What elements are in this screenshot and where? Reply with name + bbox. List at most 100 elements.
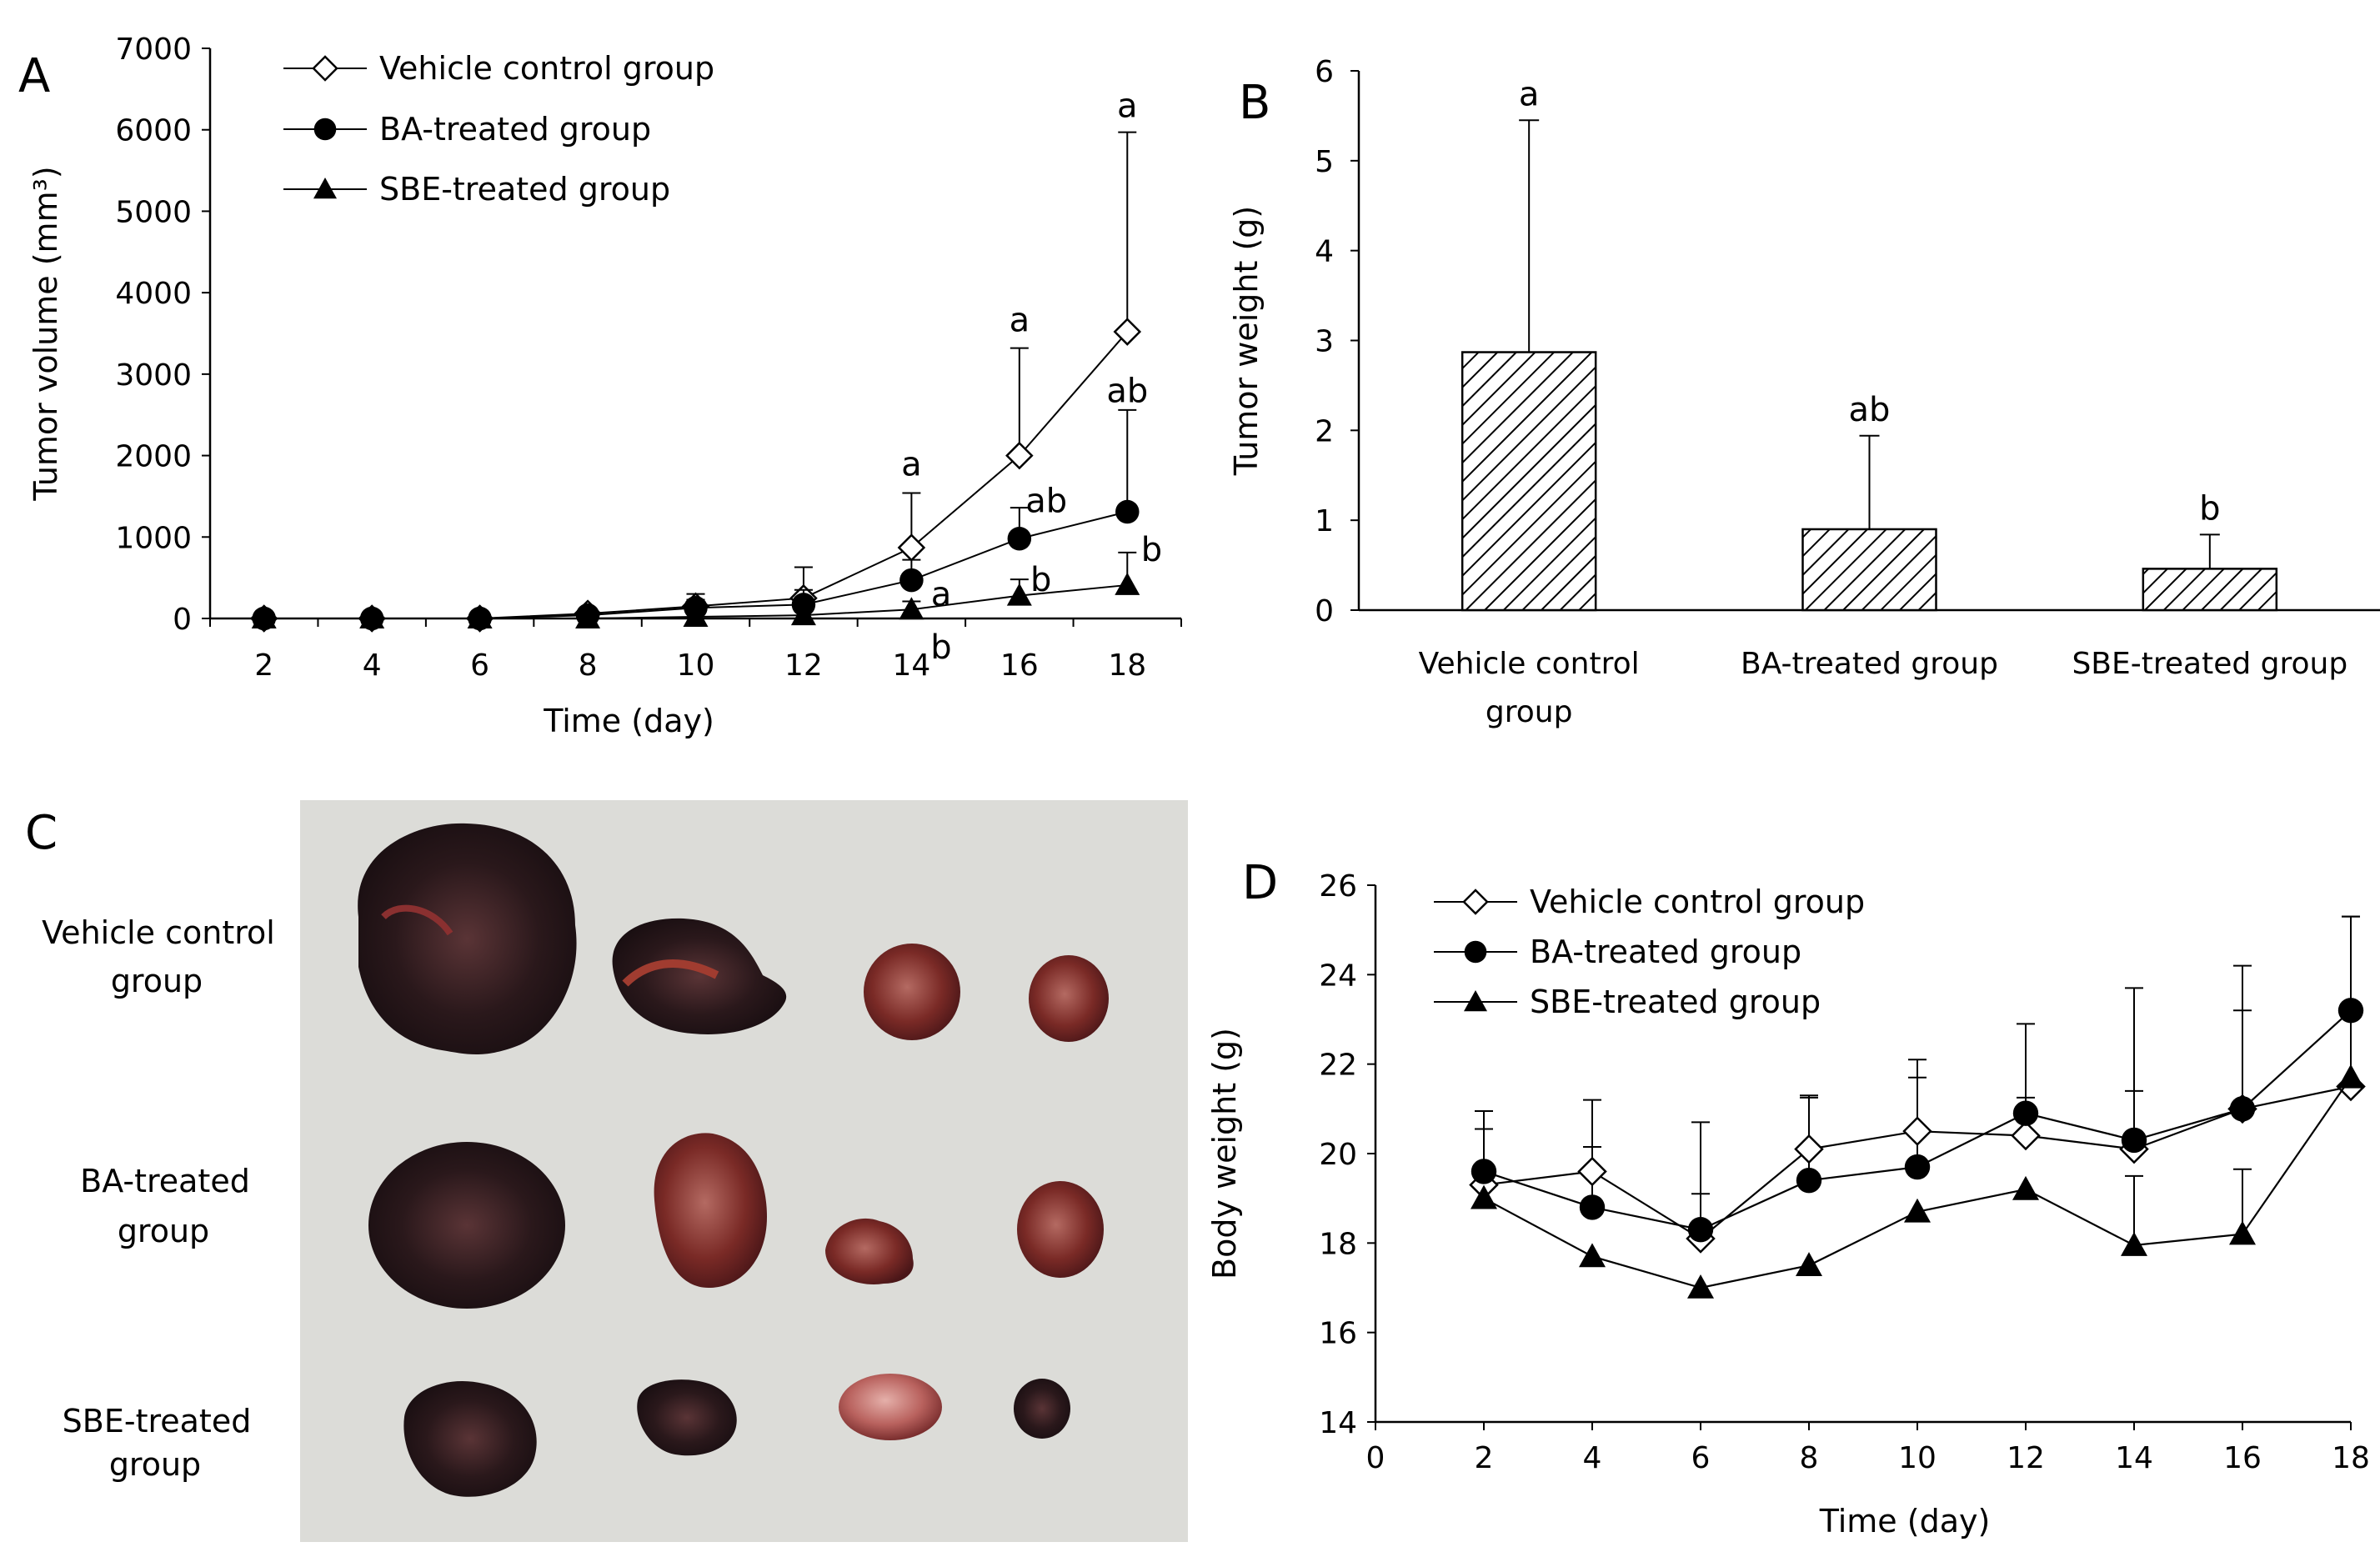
significance-label: a [1117,87,1138,125]
data-point [1796,1168,1822,1194]
data-point [575,606,601,628]
y-tick-label: 4000 [115,277,192,311]
data-point [897,533,926,562]
panel-a-letter: A [18,49,50,103]
tumor-ba-4 [1017,1181,1104,1278]
data-point [1577,1156,1607,1187]
significance-label: ab [1849,391,1891,429]
category-label: SBE-treated group [2072,647,2347,681]
x-tick-label: 4 [1583,1441,1602,1475]
data-point [899,568,924,593]
tumor-sbe-1 [403,1380,537,1497]
y-tick-label: 0 [1315,594,1334,628]
data-point [790,603,816,626]
legend-label: Vehicle control group [1530,884,1865,920]
x-tick-label: 2 [254,648,273,683]
tumor-photograph: Vehicle control group BA-treated group S… [42,800,1188,1542]
x-tick-label: 6 [1691,1441,1711,1475]
data-point [2337,998,2364,1024]
bar [2142,568,2278,612]
significance-label: a [1010,301,1030,339]
category-label: group [1486,695,1573,729]
x-tick-label: 0 [1366,1441,1385,1475]
y-axis-title: Body weight (g) [1206,1028,1243,1279]
y-tick-label: 3 [1315,325,1334,359]
tumor-highlight [622,959,719,987]
legend-label: Vehicle control group [379,50,714,87]
data-point [1904,1198,1931,1223]
data-point [1902,1116,1932,1146]
data-point [1796,1252,1822,1276]
x-tick-label: 18 [2332,1441,2370,1475]
data-point [1687,1217,1714,1243]
x-axis-title: Time (day) [1819,1503,1991,1539]
data-point [2012,1175,2039,1200]
tumor-vehicle-4 [1029,955,1109,1042]
photo-label-ba-line2: group [118,1213,209,1249]
series-line-0 [263,331,1129,619]
y-tick-label: 5 [1315,145,1334,179]
significance-label: b [2199,489,2220,528]
y-tick-label: 14 [1319,1406,1357,1440]
data-point [251,606,277,628]
significance-label: b [930,628,951,667]
panel-d-letter: D [1242,856,1278,910]
y-tick-label: 24 [1319,959,1357,993]
bar [1801,528,1937,612]
category-label: BA-treated group [1741,647,1998,681]
x-tick-label: 14 [2115,1441,2153,1475]
data-point [2121,1232,2147,1256]
x-tick-label: 18 [1108,648,1146,683]
data-point [683,604,709,628]
x-tick-label: 16 [2223,1441,2262,1475]
data-point [1579,1194,1606,1220]
y-tick-label: 1 [1315,504,1334,538]
tumor-ba-3 [825,1218,914,1284]
data-point [1794,1134,1824,1164]
y-tick-label: 0 [173,603,192,637]
photo-label-vehicle-line2: group [111,963,203,999]
legend-label: BA-treated group [1530,934,1801,970]
data-point [2229,1096,2256,1122]
chart-b: 0 1 2 3 4 5 6 Tumor weight (g) a Vehicle control g… [1228,55,2380,729]
y-tick-label: 2 [1315,414,1334,448]
photo-label-sbe-line2: group [109,1446,201,1483]
data-point [1579,1243,1606,1268]
tumor-ba-1 [368,1142,565,1309]
data-point [1006,583,1032,606]
data-point [1471,1159,1497,1184]
legend-marker [313,178,337,199]
tumor-sbe-2 [637,1379,737,1456]
tumor-ba-2 [654,1133,767,1288]
x-tick-label: 8 [579,648,598,683]
significance-label: b [1030,561,1051,599]
y-tick-label: 16 [1319,1317,1357,1351]
photo-label-ba-line1: BA-treated [80,1163,250,1199]
x-tick-label: 10 [1898,1441,1937,1475]
significance-label: a [1519,75,1540,113]
y-tick-label: 5000 [115,195,192,229]
significance-label: a [901,445,922,483]
significance-label: ab [1106,372,1148,410]
legend-label: SBE-treated group [1530,984,1821,1020]
tumor-highlight [381,904,453,936]
legend-marker [313,118,337,141]
data-point [2121,1127,2147,1154]
y-tick-label: 2000 [115,440,192,474]
data-point [1007,526,1032,551]
x-tick-label: 8 [1800,1441,1819,1475]
data-point [2229,1220,2256,1245]
legend-marker [1464,990,1487,1012]
x-tick-label: 12 [2007,1441,2045,1475]
x-tick-label: 14 [892,648,930,683]
x-tick-label: 16 [1000,648,1039,683]
y-tick-label: 20 [1319,1138,1357,1172]
significance-label: a [931,576,952,614]
panel-c-letter: C [25,806,58,860]
tumor-vehicle-3 [864,944,960,1040]
category-label: Vehicle control [1419,647,1640,681]
data-point [2011,1120,2041,1151]
significance-label: b [1141,531,1162,569]
